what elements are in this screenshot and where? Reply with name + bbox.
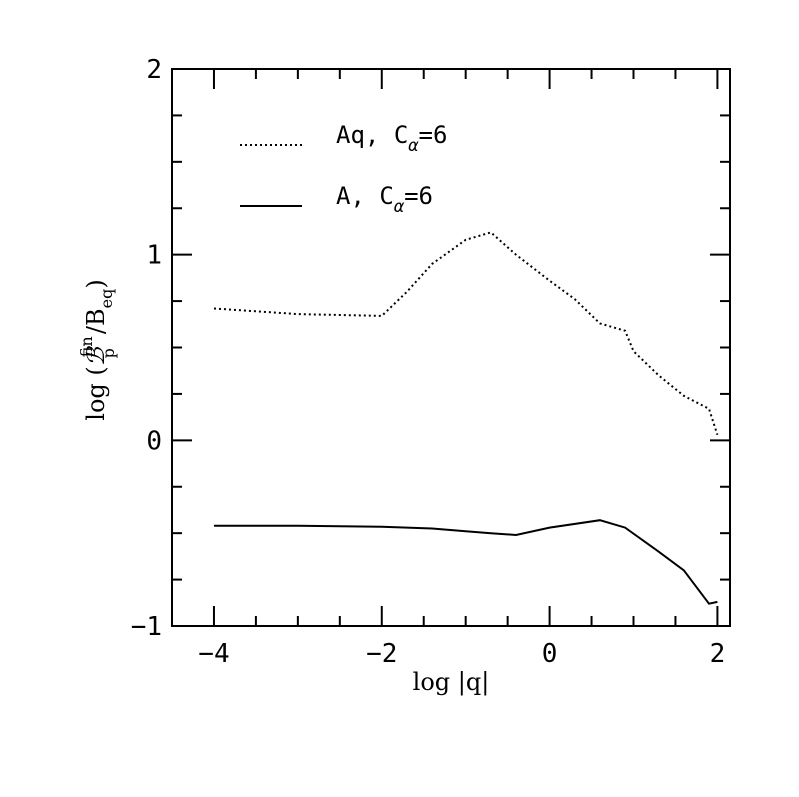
y-axis-title: log (ℬfin p/Beq) <box>77 279 118 420</box>
legend-label-solid: A, Cα=6 <box>336 182 433 217</box>
series-line-dotted <box>213 231 719 436</box>
legend: Aq, Cα=6 A, Cα=6 <box>240 121 447 217</box>
x-tick-label: −4 <box>198 639 229 669</box>
series-layer <box>213 231 719 605</box>
legend-label-dotted: Aq, Cα=6 <box>336 121 447 156</box>
series-line-solid <box>214 519 718 605</box>
axis-ticks <box>171 68 730 627</box>
x-tick-label: 2 <box>710 639 726 669</box>
y-tick-label: 0 <box>146 426 162 456</box>
y-tick-label: 2 <box>146 55 162 85</box>
x-tick-label: 0 <box>542 639 558 669</box>
y-tick-label: 1 <box>146 241 162 271</box>
x-axis-title: log |q| <box>413 668 490 697</box>
tick-labels: −4 −2 0 2 −1 0 1 2 <box>131 55 726 669</box>
y-tick-label: −1 <box>131 612 162 642</box>
x-tick-label: −2 <box>366 639 397 669</box>
